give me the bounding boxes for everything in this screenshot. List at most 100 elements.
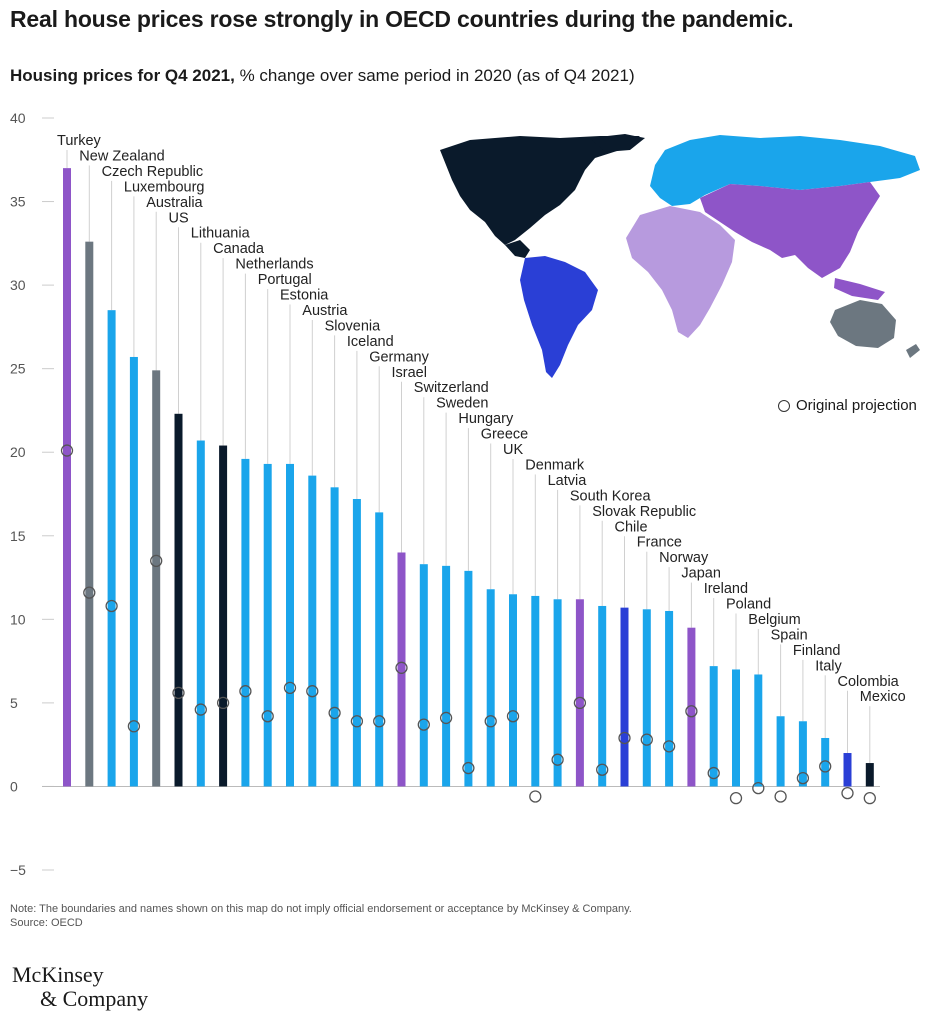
bar-greece [486,589,495,787]
bar-luxembourg [129,356,138,787]
category-label: Slovenia [325,318,382,334]
bar-colombia [843,753,852,787]
logo-line-1: McKinsey [12,962,104,987]
footnote: Note: The boundaries and names shown on … [10,902,632,930]
projection-marker [573,696,587,710]
projection-marker [417,718,430,731]
projection-marker [439,711,453,725]
projection-marker [819,760,832,773]
bar-turkey [63,168,71,787]
projection-marker [529,790,542,803]
projection-marker [707,766,720,780]
bar-france [642,609,651,787]
y-tick-label: −5 [10,862,26,878]
category-label: Germany [369,349,429,365]
map-south-america [520,256,598,378]
category-label: France [637,535,682,551]
bar-netherlands [241,458,250,787]
bar-ireland [709,666,718,787]
bar-germany [375,512,384,787]
category-label: Australia [146,195,203,211]
category-label: Chile [615,519,648,535]
category-label: Czech Republic [102,164,204,180]
category-label: Denmark [525,457,585,473]
bar-canada [219,445,228,787]
category-label: Estonia [280,288,329,304]
category-label: Latvia [548,473,588,489]
projection-marker [618,731,631,745]
world-map [440,134,920,378]
projection-marker [283,681,297,694]
map-asia [700,182,880,278]
bars [63,168,874,787]
category-label: Japan [681,566,721,582]
category-label: Iceland [347,334,394,350]
bar-switzerland [419,564,428,787]
projection-marker [373,715,386,728]
map-europe [650,135,920,206]
chart-subtitle: Housing prices for Q4 2021, % change ove… [10,66,635,86]
y-tick-label: 25 [10,361,26,377]
category-label: Switzerland [414,380,489,396]
projection-marker [729,791,743,805]
category-label: Spain [771,627,808,643]
projection-marker [216,696,230,710]
category-label: Slovak Republic [592,504,696,520]
map-africa [626,206,735,338]
note-text: Note: The boundaries and names shown on … [10,903,632,915]
y-tick-label: 35 [10,194,26,210]
projection-marker [462,761,475,775]
projection-marker [350,715,364,728]
category-label: Ireland [704,581,748,597]
source-text: Source: OECD [10,917,83,929]
bar-norway [665,610,674,787]
bar-latvia [553,599,562,787]
projection-marker [841,786,854,800]
projection-marker [239,685,252,698]
y-tick-label: 40 [10,110,26,126]
category-label: Austria [302,303,348,319]
y-tick-label: 5 [10,695,18,711]
map-central-america [505,240,530,258]
bar-us [174,413,183,787]
category-label: Lithuania [191,226,251,242]
bar-israel [397,552,406,787]
y-tick-label: 20 [10,444,26,460]
projection-marker [752,781,765,795]
bar-italy [821,737,830,787]
projection-marker [506,710,520,723]
projection-marker [640,733,653,746]
category-label: South Korea [570,488,652,504]
projection-marker [83,586,96,599]
legend-label: Original projection [796,397,917,414]
projection-marker [774,790,787,803]
bar-spain [776,716,785,787]
category-label: UK [503,442,523,458]
bar-estonia [286,463,294,787]
map-new-zealand [906,344,920,358]
projection-marker [150,554,163,567]
category-label: Norway [659,550,709,566]
bar-sweden [442,565,451,787]
bar-iceland [352,499,361,787]
projection-marker [172,686,185,700]
projection-marker [261,710,274,723]
bar-belgium [754,674,763,787]
projection-markers [60,444,876,805]
bar-south-korea [575,599,584,787]
projection-marker [127,720,141,733]
y-tick-label: 30 [10,277,26,293]
bar-uk [509,594,517,787]
projection-marker [306,685,319,698]
bar-australia [152,370,161,787]
category-label: Netherlands [235,257,313,273]
category-label: Portugal [258,272,312,288]
category-label: Canada [213,241,265,257]
bar-poland [732,669,740,787]
projection-marker [395,661,408,674]
legend-ring-icon [778,399,790,412]
y-tick-label: 10 [10,611,26,627]
bar-mexico [865,763,874,787]
category-label: Greece [481,427,529,443]
